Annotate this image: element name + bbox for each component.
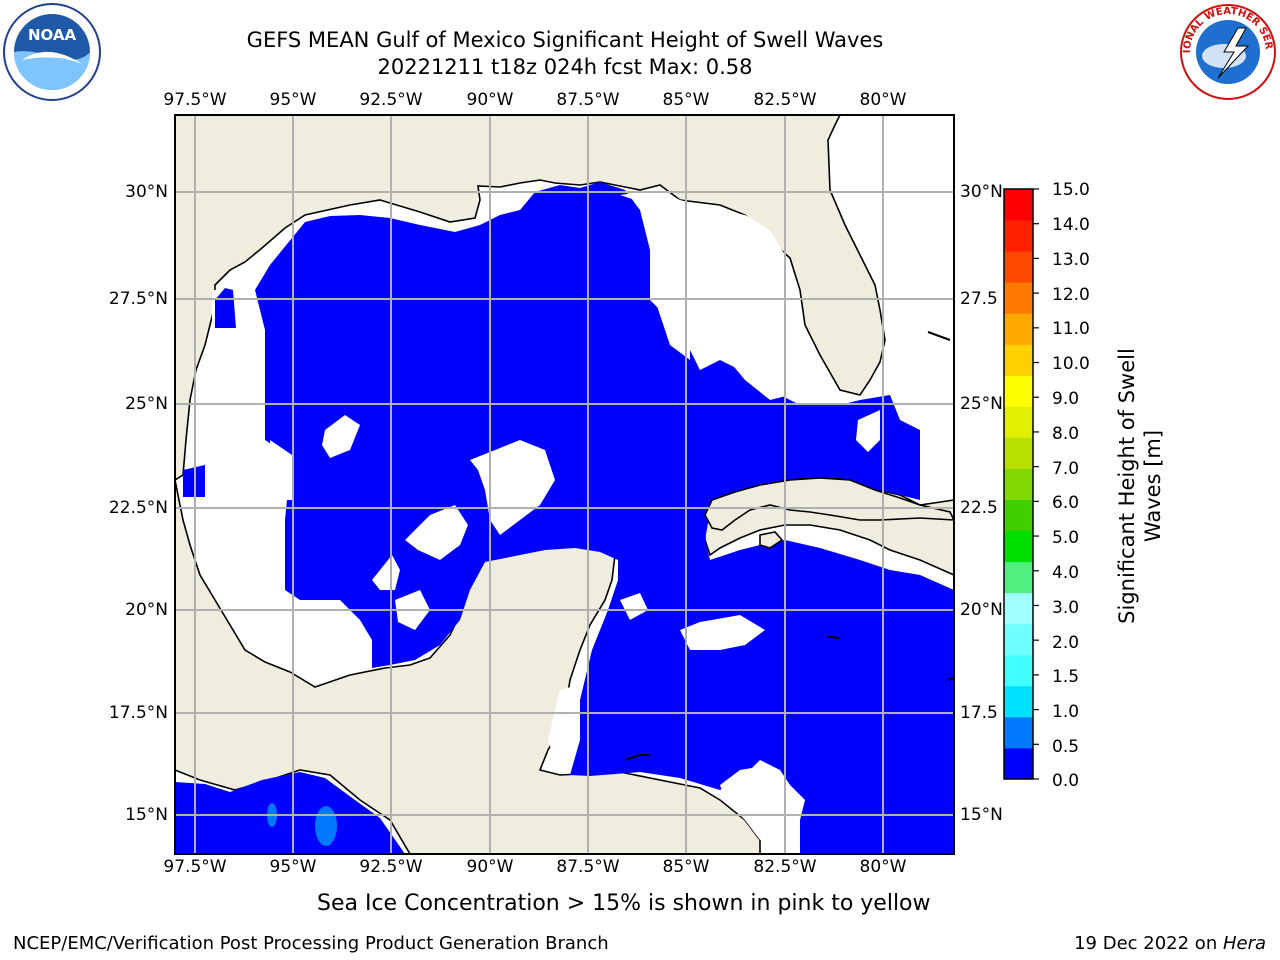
colorbar-segment [1004, 251, 1033, 283]
lon-tick-top: 87.5°W [556, 90, 620, 110]
colorbar-segment [1004, 344, 1033, 376]
colorbar [1004, 188, 1039, 780]
colorbar-tick: 6.0 [1052, 493, 1080, 513]
lon-tick-bottom: 95°W [269, 857, 317, 877]
colorbar-tick: 8.0 [1052, 424, 1080, 444]
lon-tick-bottom: 92.5°W [359, 857, 423, 877]
colorbar-segment [1004, 189, 1033, 221]
cuba-land [704, 477, 954, 531]
colorbar-segment [1004, 375, 1033, 407]
lat-tick-right: 20°N [960, 600, 1003, 620]
lat-tick-right: 27.5 [960, 289, 998, 309]
lon-tick-bottom: 90°W [466, 857, 514, 877]
footer-host: Hera [1222, 933, 1266, 954]
lon-tick-top: 80°W [859, 90, 907, 110]
colorbar-segment [1004, 561, 1033, 594]
lat-tick-left: 27.5°N [108, 289, 168, 309]
lon-tick-bottom: 87.5°W [556, 857, 620, 877]
footer-right: 19 Dec 2022 on Hera [1074, 933, 1266, 954]
lon-tick-top: 82.5°W [753, 90, 817, 110]
lat-tick-right: 22.5 [960, 498, 998, 518]
lat-tick-right: 25°N [960, 394, 1003, 414]
colorbar-tick: 3.0 [1052, 598, 1080, 618]
footer-left: NCEP/EMC/Verification Post Processing Pr… [13, 933, 609, 954]
colorbar-tick: 14.0 [1052, 215, 1090, 235]
lat-tick-left: 17.5°N [108, 703, 168, 723]
lat-tick-left: 30°N [125, 182, 168, 202]
footer-date: 19 Dec 2022 on [1074, 933, 1223, 954]
colorbar-tick: 0.0 [1052, 771, 1080, 791]
colorbar-segment [1004, 747, 1033, 780]
lon-tick-top: 90°W [466, 90, 514, 110]
colorbar-label: Significant Height of Swell Waves [m] [1114, 326, 1166, 646]
colorbar-segment [1004, 685, 1033, 718]
colorbar-label-line2: Waves [m] [1141, 429, 1165, 543]
noaa-logo: NOAA [2, 2, 102, 102]
colorbar-tick: 9.0 [1052, 389, 1080, 409]
chart-title: GEFS MEAN Gulf of Mexico Significant Hei… [246, 28, 884, 52]
lat-tick-right: 17.5 [960, 703, 998, 723]
lon-tick-top: 97.5°W [163, 90, 227, 110]
lon-tick-bottom: 82.5°W [753, 857, 817, 877]
map-frame [174, 114, 955, 855]
lat-tick-right: 30°N [960, 182, 1003, 202]
lat-tick-left: 25°N [125, 394, 168, 414]
chart-subtitle: 20221211 t18z 024h fcst Max: 0.58 [377, 55, 753, 79]
lat-tick-left: 15°N [125, 805, 168, 825]
lon-tick-bottom: 80°W [859, 857, 907, 877]
colorbar-segment [1004, 716, 1033, 749]
colorbar-tick: 10.0 [1052, 354, 1090, 374]
colorbar-segment [1004, 282, 1033, 314]
lat-tick-left: 20°N [125, 600, 168, 620]
lon-tick-bottom: 85°W [662, 857, 710, 877]
colorbar-segment [1004, 654, 1033, 687]
lat-tick-left: 22.5°N [108, 498, 168, 518]
gridlines [175, 115, 954, 854]
swell-field [255, 182, 954, 854]
colorbar-tick: 2.0 [1052, 633, 1080, 653]
colorbar-tick: 1.5 [1052, 667, 1080, 687]
lat-tick-right: 15°N [960, 805, 1003, 825]
noaa-logo-text: NOAA [28, 26, 77, 44]
nws-logo: NATIONAL WEATHER SERVICE [1174, 0, 1278, 102]
colorbar-label-line1: Significant Height of Swell [1115, 348, 1139, 624]
colorbar-segment [1004, 406, 1033, 438]
lon-tick-top: 92.5°W [359, 90, 423, 110]
colorbar-segment [1004, 623, 1033, 656]
colorbar-segment [1004, 499, 1033, 532]
sea-ice-note: Sea Ice Concentration > 15% is shown in … [317, 891, 931, 916]
colorbar-tick: 0.5 [1052, 737, 1080, 757]
colorbar-tick: 12.0 [1052, 285, 1090, 305]
colorbar-tick: 15.0 [1052, 180, 1090, 200]
colorbar-tick: 5.0 [1052, 528, 1080, 548]
colorbar-segment [1004, 530, 1033, 563]
colorbar-segment [1004, 220, 1033, 252]
colorbar-tick: 11.0 [1052, 319, 1090, 339]
colorbar-tick: 13.0 [1052, 250, 1090, 270]
colorbar-segment [1004, 313, 1033, 345]
colorbar-tick: 7.0 [1052, 459, 1080, 479]
colorbar-segment [1004, 437, 1033, 469]
lon-tick-top: 85°W [662, 90, 710, 110]
colorbar-segment [1004, 592, 1033, 625]
lon-tick-top: 95°W [269, 90, 317, 110]
colorbar-segment [1004, 468, 1033, 501]
colorbar-tick: 4.0 [1052, 563, 1080, 583]
colorbar-tick: 1.0 [1052, 702, 1080, 722]
lon-tick-bottom: 97.5°W [163, 857, 227, 877]
